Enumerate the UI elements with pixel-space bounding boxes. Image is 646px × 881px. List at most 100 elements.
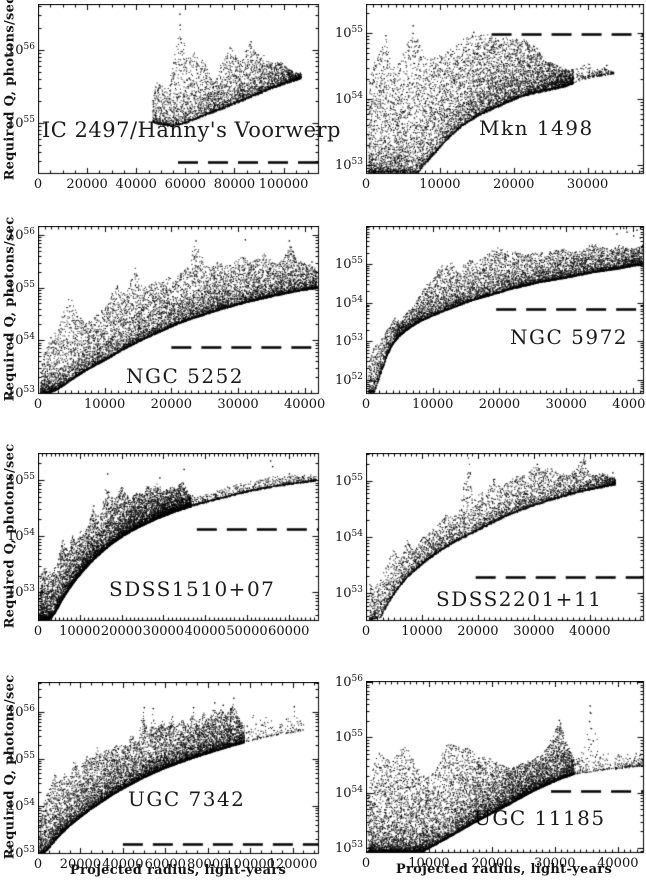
x-tick-label: 100000 <box>225 857 275 872</box>
x-tick-label: 30000 <box>534 856 576 871</box>
y-tick-label: 1056 <box>7 703 35 720</box>
x-tick-label: 10000 <box>59 624 101 639</box>
x-tick-label: 0 <box>361 397 371 412</box>
panel-title-sdss1510-07: SDSS1510+07 <box>109 577 276 601</box>
x-tick-label: 40000 <box>569 624 611 639</box>
x-tick-label: 0 <box>33 397 43 412</box>
y-axis-title: Required Q, photons/sec <box>2 216 18 402</box>
y-tick-label: 1054 <box>335 528 363 546</box>
y-tick-label: 1053 <box>335 156 363 174</box>
y-axis-title: Required Q, photons/sec <box>2 674 18 860</box>
y-tick-label: 1053 <box>7 384 35 402</box>
x-tick-label: 50000 <box>226 624 268 639</box>
x-tick-label: 120000 <box>267 857 318 872</box>
y-tick-label: 1054 <box>7 332 35 349</box>
x-tick-label: 20000 <box>471 856 513 871</box>
scatter-plot-ngc-5252 <box>38 226 320 395</box>
x-tick-label: 40000 <box>283 397 326 412</box>
scatter-plot-ugc-11185 <box>366 681 645 854</box>
x-tick-label: 40000 <box>612 397 646 412</box>
scatter-plot-ugc-7342 <box>38 682 320 855</box>
x-tick-label: 20000 <box>478 397 521 412</box>
y-tick-label: 1053 <box>7 844 35 862</box>
y-tick-label: 1055 <box>335 24 363 42</box>
scatter-plot-ic-2497-hannys-voorwerp <box>38 4 320 175</box>
x-tick-label: 40000 <box>597 856 639 871</box>
x-tick-label: 20000 <box>457 624 499 639</box>
x-tick-label: 40000 <box>184 624 226 639</box>
y-tick-label: 1055 <box>7 471 35 489</box>
x-tick-label: 10000 <box>83 397 126 412</box>
y-tick-label: 1055 <box>335 256 363 273</box>
x-tick-label: 60000 <box>164 177 207 192</box>
panel-title-mkn-1498: Mkn 1498 <box>479 116 594 140</box>
x-tick-label: 30000 <box>217 397 259 412</box>
y-tick-label: 1055 <box>7 279 35 296</box>
y-tick-label: 1053 <box>335 333 363 350</box>
panel-title-ugc-11185: UGC 11185 <box>474 806 606 830</box>
y-tick-label: 1054 <box>7 528 35 545</box>
panel-title-ngc-5972: NGC 5972 <box>510 325 629 349</box>
x-tick-label: 20000 <box>59 857 102 872</box>
y-tick-label: 1055 <box>335 729 363 746</box>
y-tick-label: 1056 <box>7 226 35 244</box>
x-tick-label: 10000 <box>419 177 461 192</box>
y-tick-label: 1053 <box>7 584 35 601</box>
x-tick-label: 20000 <box>100 624 143 639</box>
y-tick-label: 1054 <box>7 797 35 815</box>
x-tick-label: 20000 <box>150 397 193 412</box>
panel-title-ngc-5252: NGC 5252 <box>126 364 245 388</box>
x-tick-label: 100000 <box>258 177 309 192</box>
y-tick-label: 1055 <box>7 750 35 767</box>
y-tick-label: 1053 <box>335 585 363 602</box>
panel-title-ugc-7342: UGC 7342 <box>128 787 246 811</box>
x-axis-title: Projected radius, light-years <box>69 863 287 878</box>
x-tick-label: 20000 <box>66 177 108 192</box>
y-tick-label: 1053 <box>335 839 363 857</box>
panel-title-sdss2201-11: SDSS2201+11 <box>436 587 603 611</box>
scatter-plot-sdss2201-11 <box>366 453 645 622</box>
x-tick-label: 80000 <box>213 177 256 192</box>
x-tick-label: 30000 <box>566 177 609 192</box>
x-tick-label: 0 <box>361 856 371 871</box>
y-tick-label: 1054 <box>335 784 363 801</box>
x-tick-label: 60000 <box>268 624 310 639</box>
x-axis-title: Projected radius, light-years <box>395 862 613 877</box>
x-tick-label: 40000 <box>102 857 144 872</box>
y-tick-label: 1056 <box>335 673 363 691</box>
y-tick-label: 1054 <box>335 90 363 108</box>
y-tick-label: 1055 <box>335 472 363 489</box>
scatter-plot-sdss1510-07 <box>38 453 320 622</box>
x-tick-label: 10000 <box>412 397 454 412</box>
y-axis-title: Required Q, photons/sec <box>2 443 18 629</box>
x-tick-label: 0 <box>361 177 371 192</box>
y-axis-title: Required Q, photons/sec <box>2 0 18 181</box>
y-tick-label: 1056 <box>7 41 35 59</box>
x-tick-label: 0 <box>33 177 43 192</box>
x-tick-label: 40000 <box>115 177 157 192</box>
x-tick-label: 30000 <box>545 397 587 412</box>
y-tick-label: 1052 <box>335 371 363 389</box>
y-tick-label: 1054 <box>335 294 363 311</box>
x-tick-label: 0 <box>33 857 43 872</box>
x-tick-label: 80000 <box>187 857 229 872</box>
x-tick-label: 0 <box>361 624 371 639</box>
x-tick-label: 20000 <box>493 177 535 192</box>
x-tick-label: 0 <box>33 624 43 639</box>
x-tick-label: 10000 <box>401 624 443 639</box>
scatter-plot-mkn-1498 <box>366 4 645 175</box>
x-tick-label: 30000 <box>513 624 555 639</box>
scatter-plot-ngc-5972 <box>366 226 645 395</box>
x-tick-label: 10000 <box>408 856 450 871</box>
y-tick-label: 1055 <box>7 114 35 131</box>
panel-title-ic-2497-hannys-voorwerp: IC 2497/Hanny's Voorwerp <box>42 118 341 142</box>
x-tick-label: 30000 <box>142 624 185 639</box>
